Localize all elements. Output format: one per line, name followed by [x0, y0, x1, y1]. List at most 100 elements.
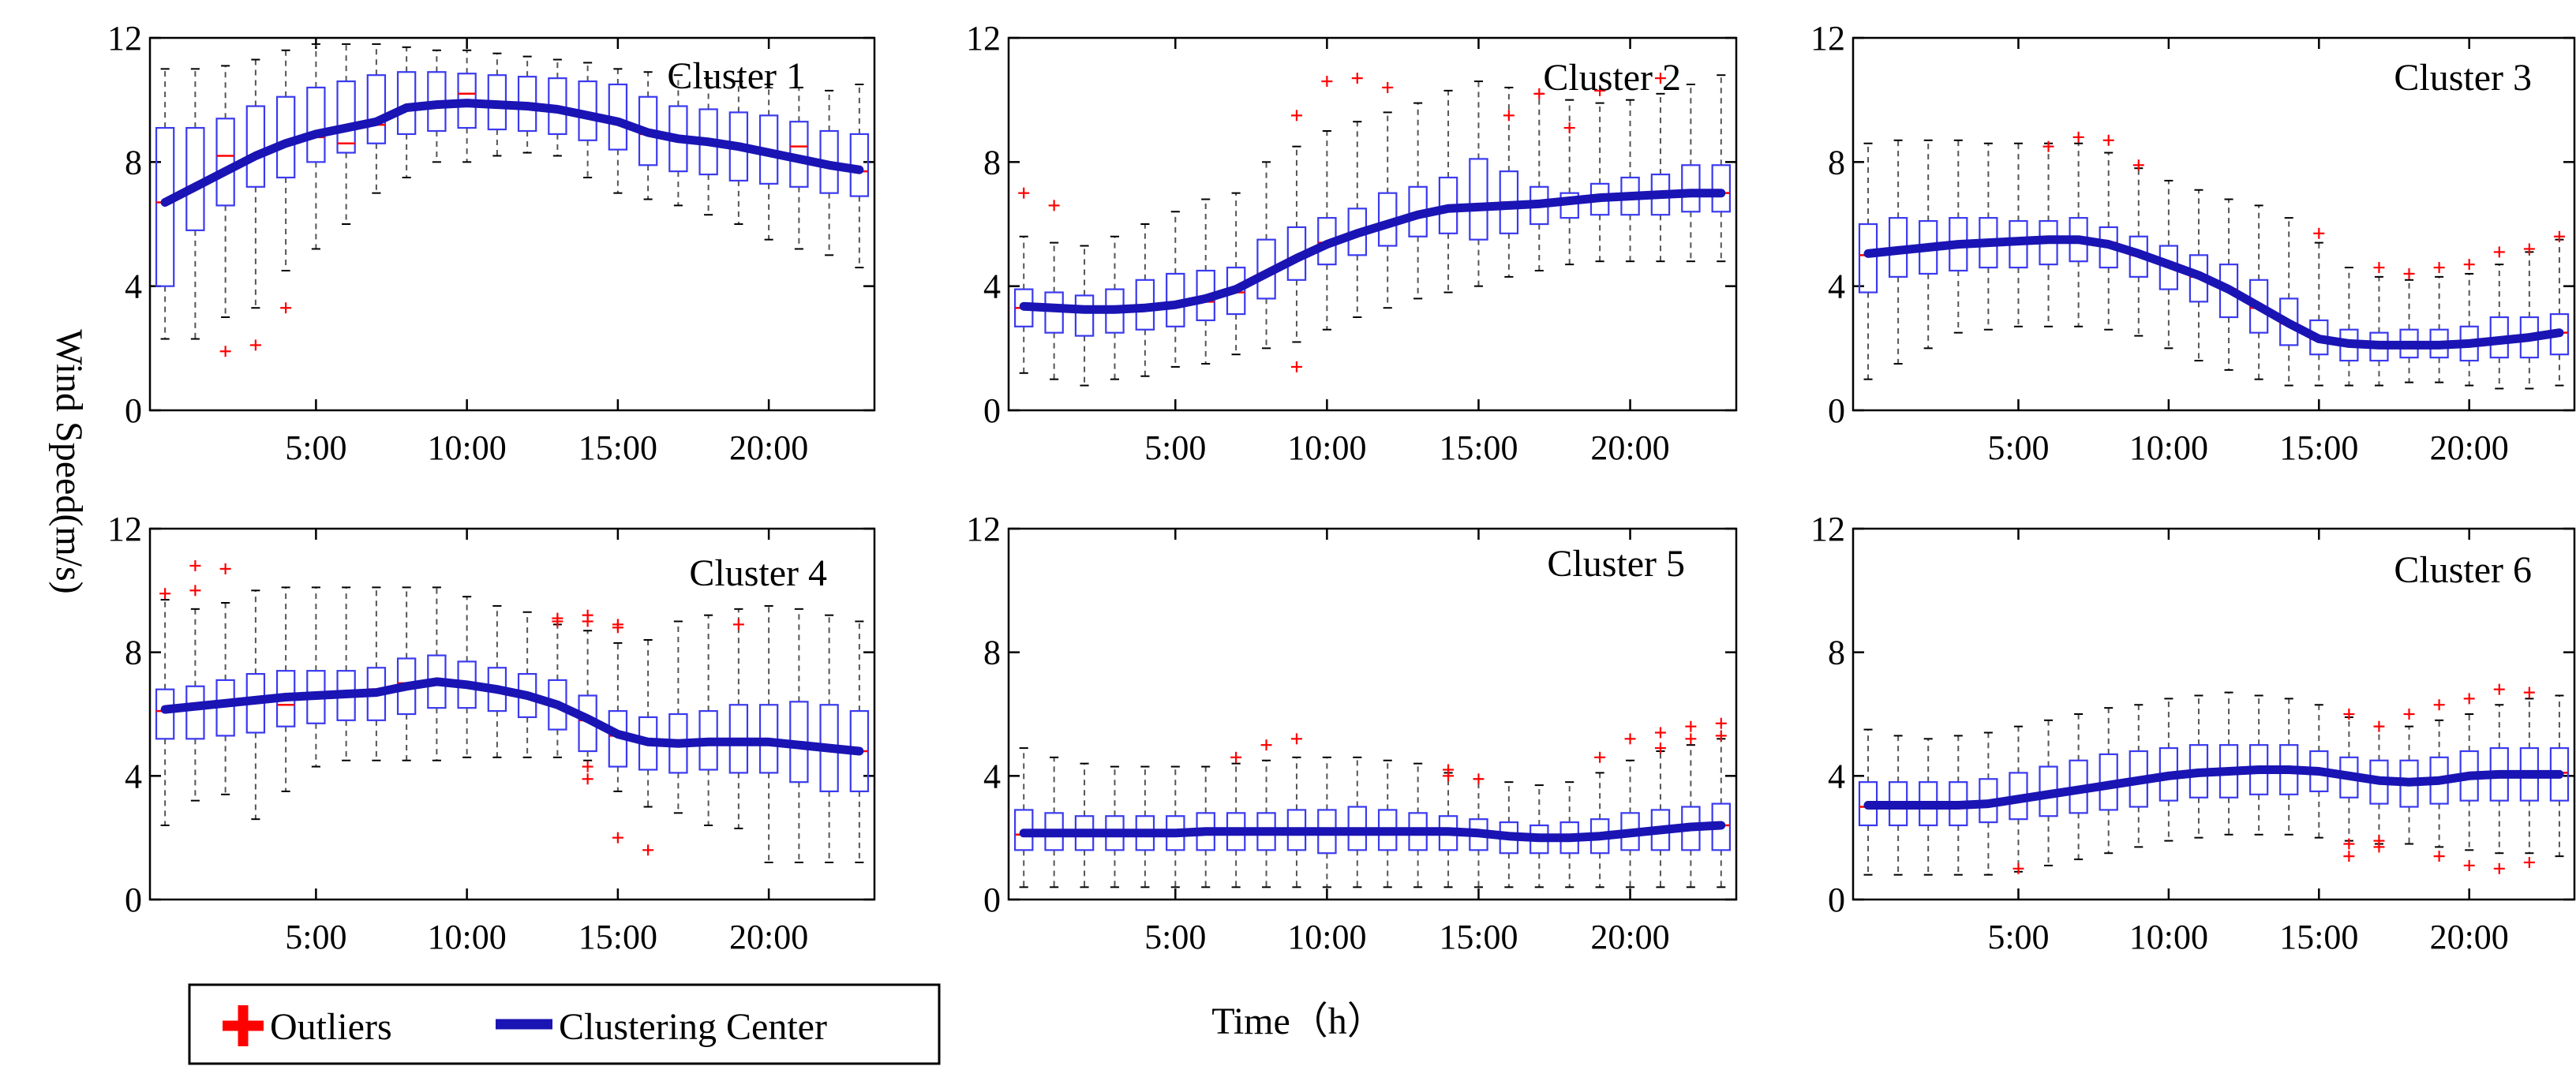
legend-box [188, 983, 941, 1065]
box-hour-21 [789, 608, 809, 863]
x-tick-label: 10:00 [2129, 428, 2208, 467]
box-hour-7 [1226, 192, 1246, 356]
outlier-marker [2523, 857, 2535, 868]
x-tick-label: 10:00 [428, 428, 507, 467]
box-hour-18 [698, 614, 718, 826]
outlier-marker [2102, 134, 2114, 146]
axes-frame [1852, 36, 2576, 412]
y-tick-label: 12 [966, 510, 1001, 548]
box-hour-15 [608, 68, 628, 194]
y-tick-label: 0 [125, 881, 142, 919]
y-axis-label: Wind Speed(m/s) [48, 329, 90, 593]
box-hour-11 [1347, 121, 1368, 318]
outlier-marker [1018, 187, 1030, 199]
x-tick-label: 15:00 [2279, 428, 2358, 467]
box-hour-10 [2159, 698, 2179, 842]
box-hour-12 [2218, 198, 2239, 371]
outlier-marker [1563, 122, 1575, 134]
box-hour-13 [1408, 762, 1428, 888]
panel-cluster-1: 0 4 8 12 5:00 10:00 15:00 20:00 Cluster 1 [107, 19, 876, 467]
outlier-marker [732, 619, 744, 630]
box-hour-5 [2009, 142, 2028, 327]
x-tick-label: 20:00 [729, 918, 808, 956]
box-hour-19 [728, 608, 749, 829]
box-hour-4 [1135, 765, 1155, 888]
axes-frame [148, 36, 876, 412]
outlier-marker [2072, 131, 2084, 143]
box-hour-2 [215, 65, 235, 318]
box-hour-6 [1196, 765, 1215, 888]
x-tick-label: 15:00 [2279, 918, 2358, 956]
axes-frame [1007, 36, 1738, 412]
legend-center-label: Clustering Center [559, 1006, 827, 1048]
y-tick-label: 4 [1828, 757, 1845, 795]
x-tick-label: 20:00 [729, 428, 808, 467]
x-tick-label: 5:00 [1144, 428, 1206, 467]
outlier-marker [2433, 699, 2445, 711]
outlier-marker [1382, 81, 1394, 93]
box-hour-3 [245, 58, 266, 309]
outlier-marker [1351, 73, 1363, 84]
outlier-marker [159, 588, 171, 600]
box-hour-0 [1858, 142, 1878, 380]
box-hour-9 [1286, 756, 1307, 888]
outlier-marker [2463, 259, 2475, 271]
box-hour-6 [2039, 142, 2058, 327]
clustering-center-line [1863, 235, 2564, 350]
outlier-marker [1533, 88, 1545, 99]
axes-frame [1852, 527, 2576, 901]
outlier-marker [2433, 851, 2445, 862]
box-hour-16 [638, 639, 658, 808]
box-hour-3 [1105, 765, 1125, 888]
legend-outliers-label: Outliers [270, 1006, 392, 1048]
y-tick-label: 4 [125, 757, 142, 795]
box-hour-23 [2549, 238, 2570, 387]
box-hour-21 [1650, 750, 1671, 888]
y-tick-label: 8 [125, 143, 142, 181]
legend-outlier-marker [223, 1005, 264, 1046]
clustering-center-line [160, 677, 864, 756]
y-tick-label: 4 [983, 757, 1001, 795]
outlier-marker [1654, 742, 1666, 754]
panel-title: Cluster 1 [667, 55, 805, 97]
outlier-marker [219, 563, 231, 574]
box-hour-4 [1135, 223, 1155, 377]
box-hour-20 [2459, 272, 2479, 387]
iqr-box [245, 105, 266, 188]
box-hour-7 [366, 586, 387, 761]
panel-title: Cluster 5 [1547, 543, 1685, 585]
x-tick-label: 15:00 [1439, 918, 1518, 956]
outlier-marker [2132, 159, 2144, 171]
iqr-box [1711, 164, 1732, 213]
panel-title: Cluster 6 [2394, 549, 2532, 591]
box-hour-4 [275, 49, 296, 271]
box-hour-1 [185, 68, 205, 340]
x-tick-label: 5:00 [1987, 918, 2049, 956]
box-hour-2 [1074, 762, 1095, 888]
y-tick-label: 8 [1828, 634, 1845, 672]
x-tick-label: 10:00 [2129, 918, 2208, 956]
outlier-marker [1594, 84, 1606, 96]
outlier-marker [2343, 838, 2355, 850]
box-hour-10 [1317, 130, 1337, 331]
box-hour-19 [2429, 275, 2449, 383]
box-hour-5 [306, 586, 326, 768]
iqr-box [185, 685, 205, 740]
box-hour-22 [819, 614, 839, 863]
outlier-marker [2493, 862, 2505, 874]
outlier-marker [2042, 140, 2054, 152]
box-hour-9 [427, 586, 447, 761]
panel-cluster-2: 0 4 8 12 5:00 10:00 15:00 20:00 Cluster 2 [966, 19, 1738, 467]
outlier-marker [249, 339, 261, 351]
box-hour-20 [1620, 759, 1640, 888]
outlier-marker [2373, 720, 2385, 732]
y-tick-label: 0 [983, 391, 1001, 430]
x-tick-label: 5:00 [1144, 918, 1206, 956]
panels-group: 0 4 8 12 5:00 10:00 15:00 20:00 Cluster 1 0 4 8 12 5:… [107, 19, 2576, 956]
iqr-box [306, 86, 326, 163]
y-tick-label: 12 [107, 510, 142, 548]
iqr-box [155, 126, 175, 287]
outlier-marker [1594, 751, 1606, 763]
x-axis-label: Time（h） [1211, 1001, 1385, 1042]
iqr-box [155, 688, 175, 740]
